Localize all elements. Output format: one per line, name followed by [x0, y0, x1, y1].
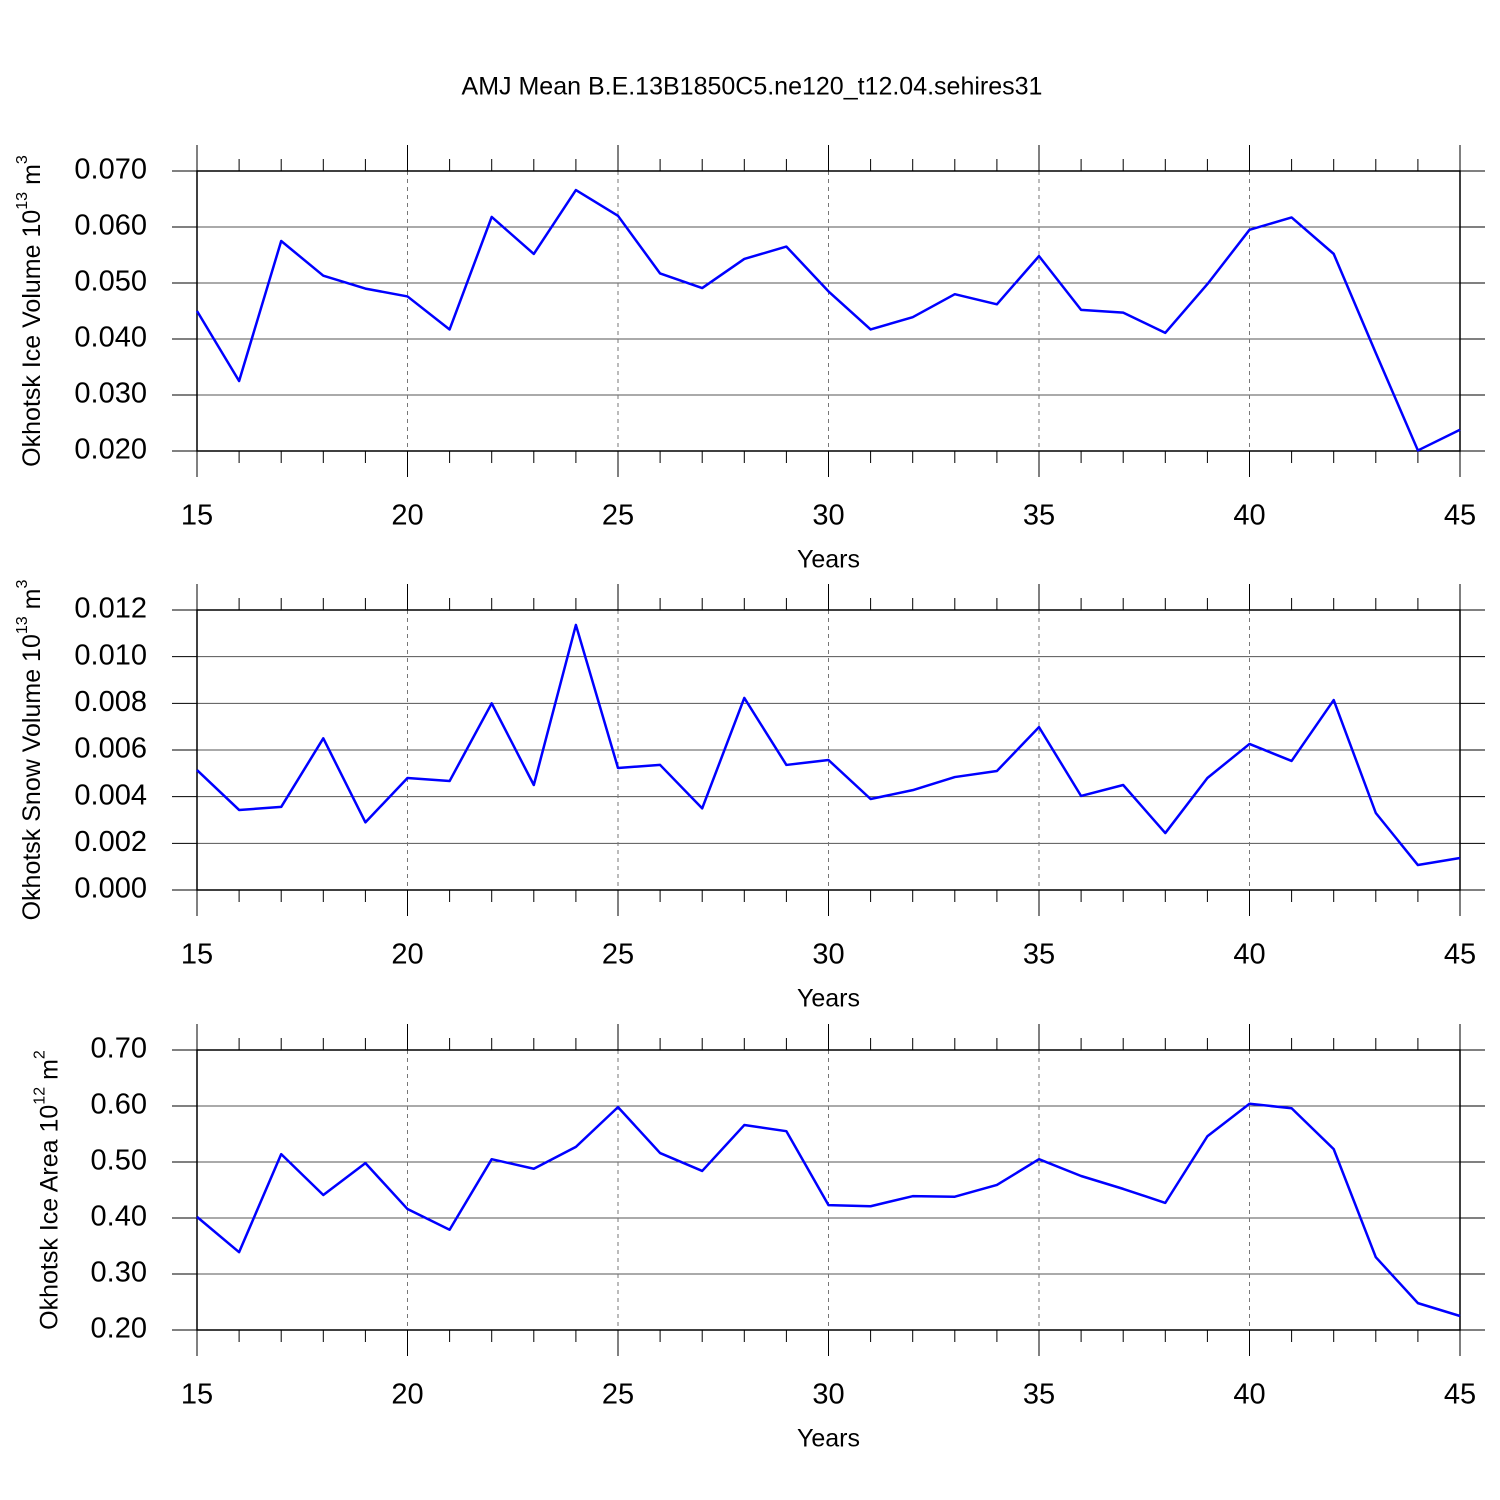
y-axis-label-unit-power: 3: [14, 580, 31, 589]
y-axis-label-exponent: 12: [32, 1087, 49, 1105]
plot-frame: [196, 1049, 1461, 1331]
y-tick-label: 0.020: [74, 434, 147, 466]
y-tick-label: 0.000: [74, 873, 147, 905]
x-tick-label: 20: [391, 1379, 423, 1411]
y-axis-label: Okhotsk Snow Volume 1013 m3: [14, 580, 45, 921]
x-tick-label: 35: [1023, 500, 1055, 532]
x-tick-label: 20: [391, 939, 423, 971]
y-tick-label: 0.60: [91, 1089, 147, 1121]
x-tick-label: 30: [812, 1379, 844, 1411]
x-axis-label: Years: [797, 985, 860, 1013]
x-tick-label: 25: [602, 939, 634, 971]
y-axis-label-unit-power: 3: [14, 155, 31, 164]
y-axis-label: Okhotsk Ice Volume 1013 m3: [14, 155, 45, 467]
y-tick-label: 0.050: [74, 266, 147, 298]
data-line: [196, 1102, 1461, 1318]
y-axis-label-unit: m: [35, 1059, 63, 1080]
y-axis-label-exponent: 13: [14, 616, 31, 634]
y-tick-label: 0.004: [74, 779, 147, 811]
y-tick-label: 0.20: [91, 1313, 147, 1345]
plot-frame: [196, 609, 1461, 891]
x-tick-label: 40: [1233, 500, 1265, 532]
y-tick-label: 0.30: [91, 1257, 147, 1289]
y-tick-label: 0.40: [91, 1201, 147, 1233]
x-tick-label: 40: [1233, 939, 1265, 971]
x-tick-label: 35: [1023, 939, 1055, 971]
x-tick-label: 15: [181, 939, 213, 971]
x-tick-label: 30: [812, 939, 844, 971]
y-tick-label: 0.030: [74, 378, 147, 410]
x-tick-label: 15: [181, 1379, 213, 1411]
x-axis-label: Years: [797, 1425, 860, 1453]
data-line: [195, 188, 1461, 452]
x-tick-label: 25: [602, 1379, 634, 1411]
x-tick-label: 45: [1444, 500, 1476, 532]
y-axis-label-unit-power: 2: [32, 1050, 49, 1059]
y-axis-label-text: Okhotsk Ice Area 10: [35, 1105, 63, 1330]
x-tick-label: 15: [181, 500, 213, 532]
y-axis-label-unit: m: [18, 164, 46, 185]
y-axis-label-text: Okhotsk Snow Volume 10: [18, 634, 46, 920]
y-tick-label: 0.50: [91, 1145, 147, 1177]
figure-title: AMJ Mean B.E.13B1850C5.ne120_t12.04.sehi…: [462, 73, 1043, 101]
x-tick-label: 25: [602, 500, 634, 532]
y-tick-label: 0.060: [74, 210, 147, 242]
x-tick-label: 20: [391, 500, 423, 532]
y-axis-label-unit: m: [18, 589, 46, 610]
y-tick-label: 0.002: [74, 826, 147, 858]
y-axis-label-text: Okhotsk Ice Volume 10: [18, 210, 46, 467]
y-tick-label: 0.070: [74, 154, 147, 186]
y-tick-label: 0.012: [74, 593, 147, 625]
y-tick-label: 0.006: [74, 733, 147, 765]
x-tick-label: 30: [812, 500, 844, 532]
x-axis-label: Years: [797, 546, 860, 574]
x-tick-label: 45: [1444, 939, 1476, 971]
data-line: [196, 623, 1461, 867]
y-tick-label: 0.008: [74, 686, 147, 718]
y-tick-label: 0.010: [74, 639, 147, 671]
x-tick-label: 35: [1023, 1379, 1055, 1411]
y-axis-label: Okhotsk Ice Area 1012 m2: [32, 1050, 63, 1330]
x-tick-label: 45: [1444, 1379, 1476, 1411]
x-tick-label: 40: [1233, 1379, 1265, 1411]
y-tick-label: 0.040: [74, 322, 147, 354]
y-tick-label: 0.70: [91, 1033, 147, 1065]
y-axis-label-exponent: 13: [14, 192, 31, 210]
